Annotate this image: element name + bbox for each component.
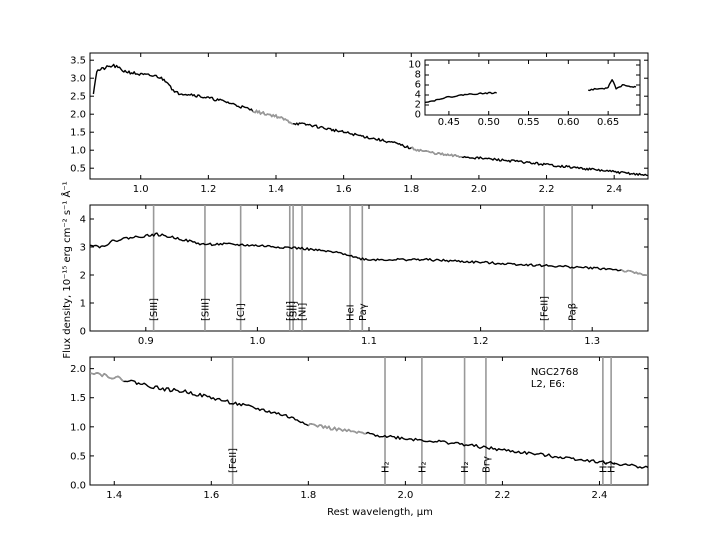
inset-spectrum-1 <box>588 79 637 92</box>
inset-spectrum-0 <box>425 91 497 104</box>
inset-ytick-label-4: 8 <box>415 69 421 80</box>
zoom2-line-label-5: H₂ <box>598 461 609 473</box>
zoom2-ytick-label-3: 1.5 <box>70 393 86 404</box>
zoom1-line-label-3: [SII] <box>285 301 296 321</box>
inset-xtick-label-3: 0.60 <box>557 117 579 128</box>
full-ytick-label-3: 2.0 <box>70 110 86 121</box>
zoom1-line-label-0: [SIII] <box>149 298 160 321</box>
full-ytick-label-1: 1.0 <box>70 146 86 157</box>
zoom2-line-label-4: Brγ <box>481 456 492 473</box>
inset-xtick-label-0: 0.45 <box>438 117 460 128</box>
inset-ytick-label-2: 4 <box>415 89 421 100</box>
zoom1-line-label-8: [FeII] <box>540 296 551 321</box>
zoom1-ytick-label-0: 0 <box>80 327 86 338</box>
full-xtick-label-5: 2.0 <box>471 184 487 195</box>
zoom1-frame <box>89 204 649 332</box>
x-axis-label: Rest wavelength, μm <box>327 507 433 518</box>
zoom2-xtick-label-3: 2.0 <box>397 490 413 501</box>
inset-ytick-label-5: 10 <box>408 59 421 70</box>
full-spectrum-0 <box>92 63 648 177</box>
full-ytick-label-4: 2.5 <box>70 92 86 103</box>
zoom-panel-1.35-2.5: 1.4 1.6 1.8 2.0 2.2 2.4 0.0 0.5 1.0 1.5 2.0 [FeII] H… <box>70 356 649 501</box>
inset-xtick-label-4: 0.65 <box>597 117 619 128</box>
zoom2-xtick-label-4: 2.2 <box>494 490 510 501</box>
full-ytick-label-6: 3.5 <box>70 56 86 67</box>
inset-ytick-label-0: 0 <box>415 109 421 120</box>
full-xtick-label-3: 1.6 <box>336 184 352 195</box>
zoom1-ytick-label-1: 1 <box>80 299 86 310</box>
full-plot-area <box>92 63 648 177</box>
zoom2-xtick-label-5: 2.4 <box>592 490 608 501</box>
full-xtick-label-2: 1.4 <box>268 184 284 195</box>
full-masked-region-1 <box>411 146 463 158</box>
inset-xtick-label-1: 0.50 <box>478 117 500 128</box>
zoom1-line-label-6: HeI <box>346 304 357 321</box>
zoom2-ytick-label-1: 0.5 <box>70 451 86 462</box>
zoom2-line-label-0: [FeII] <box>228 448 239 473</box>
zoom2-ytick-label-0: 0.0 <box>70 481 86 492</box>
full-xtick-label-1: 1.2 <box>200 184 216 195</box>
zoom2-annotation-0: NGC2768 <box>531 367 579 378</box>
full-xtick-label-7: 2.4 <box>606 184 622 195</box>
zoom1-line-label-7: Paγ <box>358 303 369 321</box>
zoom1-xtick-label-4: 1.3 <box>584 336 600 347</box>
zoom1-masked-region-0 <box>620 269 648 277</box>
zoom1-line-label-2: [CI] <box>236 303 247 321</box>
zoom2-frame <box>89 356 649 486</box>
full-xtick-label-4: 1.8 <box>403 184 419 195</box>
zoom1-xtick-label-0: 0.9 <box>138 336 154 347</box>
zoom2-plot-area <box>90 357 648 485</box>
zoom1-ytick-label-4: 4 <box>80 215 86 226</box>
inset-ytick-label-1: 2 <box>415 99 421 110</box>
full-ytick-label-0: 0.5 <box>70 164 86 175</box>
zoom2-xtick-label-2: 1.8 <box>300 490 316 501</box>
inset-frame <box>424 59 641 116</box>
zoom2-line-label-1: H₂ <box>381 461 392 473</box>
zoom2-line-label-6: H₂ <box>607 461 618 473</box>
zoom1-xtick-label-1: 1.0 <box>249 336 265 347</box>
inset-xtick-label-2: 0.55 <box>517 117 539 128</box>
zoom2-ytick-label-4: 2.0 <box>70 364 86 375</box>
zoom2-line-label-2: H₂ <box>417 461 428 473</box>
zoom2-masked-region-1 <box>307 422 367 435</box>
full-masked-region-0 <box>252 109 294 125</box>
zoom2-xtick-label-0: 1.4 <box>106 490 122 501</box>
zoom1-ytick-label-3: 3 <box>80 243 86 254</box>
zoom1-line-label-4: [SII] <box>289 301 300 321</box>
full-ytick-label-5: 3.0 <box>70 74 86 85</box>
inset-ytick-label-3: 6 <box>415 79 421 90</box>
inset-plot-area <box>425 79 637 104</box>
y-axis-label: Flux density, 10⁻¹⁵ erg cm⁻² s⁻¹ Å⁻¹ <box>60 181 73 358</box>
zoom1-plot-area <box>90 205 648 331</box>
full-xtick-label-0: 1.0 <box>133 184 149 195</box>
zoom2-masked-region-0 <box>90 372 125 383</box>
zoom2-ytick-label-2: 1.0 <box>70 422 86 433</box>
full-xtick-label-6: 2.2 <box>539 184 555 195</box>
zoom1-line-label-5: [NI] <box>298 303 309 321</box>
zoom1-line-label-1: [SIII] <box>200 298 211 321</box>
zoom1-xtick-label-3: 1.2 <box>473 336 489 347</box>
zoom1-spectrum-0 <box>90 232 648 276</box>
zoom2-line-label-3: H₂ <box>460 461 471 473</box>
zoom1-line-label-9: Paβ <box>568 303 579 321</box>
zoom2-annotation-1: L2, E6: <box>531 379 565 390</box>
zoom1-ytick-label-2: 2 <box>80 271 86 282</box>
zoom1-xtick-label-2: 1.1 <box>361 336 377 347</box>
full-ytick-label-2: 1.5 <box>70 128 86 139</box>
zoom2-xtick-label-1: 1.6 <box>203 490 219 501</box>
zoom-panel-0.85-1.35: 0.9 1.0 1.1 1.2 1.3 0 1 2 3 4 [SIII] [SIII] [CI] [SII… <box>80 204 649 347</box>
